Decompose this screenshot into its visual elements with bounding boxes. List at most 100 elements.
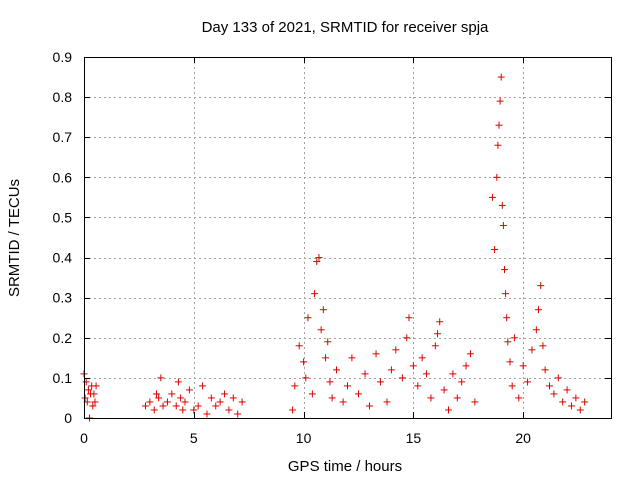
data-point (238, 398, 246, 406)
x-axis-label: GPS time / hours (288, 458, 402, 475)
data-point (458, 378, 466, 386)
data-point (405, 314, 413, 322)
data-point (82, 378, 90, 386)
data-point (387, 366, 395, 374)
data-point (431, 342, 439, 350)
data-point (499, 221, 507, 229)
data-point (225, 406, 233, 414)
data-point (502, 290, 510, 298)
data-point (488, 193, 496, 201)
data-point (383, 398, 391, 406)
x-tick-label: 0 (80, 430, 88, 446)
y-tick-labels: 0 0.1 0.2 0.3 0.4 0.5 0.6 0.7 0.8 0.9 (53, 49, 73, 426)
data-points (80, 73, 589, 422)
grid-lines (84, 57, 611, 418)
data-point (311, 290, 319, 298)
data-point (146, 398, 154, 406)
data-point (449, 370, 457, 378)
data-point (398, 374, 406, 382)
data-point (372, 350, 380, 358)
data-point (177, 394, 185, 402)
data-point (159, 402, 167, 410)
x-tick-label: 20 (515, 430, 531, 446)
data-point (414, 382, 422, 390)
data-point (550, 390, 558, 398)
data-point (491, 246, 499, 254)
data-point (440, 386, 448, 394)
data-point (572, 394, 580, 402)
data-point (302, 374, 310, 382)
data-point (155, 394, 163, 402)
data-point (295, 342, 303, 350)
data-point (174, 378, 182, 386)
data-point (89, 402, 97, 410)
data-point (216, 398, 224, 406)
data-point (471, 398, 479, 406)
data-point (212, 402, 220, 410)
data-point (462, 362, 470, 370)
data-point (494, 141, 502, 149)
data-point (81, 394, 89, 402)
data-point (445, 406, 453, 414)
data-point (168, 390, 176, 398)
axis-ticks (84, 57, 611, 419)
data-point (427, 394, 435, 402)
data-point (190, 406, 198, 414)
data-point (150, 406, 158, 414)
data-point (376, 378, 384, 386)
data-point (497, 73, 505, 81)
data-point (289, 406, 297, 414)
data-point (392, 346, 400, 354)
data-point (493, 173, 501, 181)
data-point (541, 366, 549, 374)
x-tick-label: 15 (406, 430, 422, 446)
data-point (501, 266, 509, 274)
data-point (423, 370, 431, 378)
data-point (84, 386, 92, 394)
data-point (319, 306, 327, 314)
data-point (495, 121, 503, 129)
data-point (141, 402, 149, 410)
data-point (581, 398, 589, 406)
data-point (324, 338, 332, 346)
data-point (519, 362, 527, 370)
data-point (172, 402, 180, 410)
plot-frame (84, 57, 612, 419)
data-point (546, 382, 554, 390)
data-point (496, 97, 504, 105)
data-point (194, 402, 202, 410)
data-point (207, 394, 215, 402)
data-point (503, 314, 511, 322)
x-tick-label: 5 (190, 430, 198, 446)
y-tick-label: 0.4 (53, 250, 73, 266)
data-point (365, 402, 373, 410)
data-point (508, 382, 516, 390)
y-tick-label: 0.6 (53, 169, 73, 185)
data-point (504, 338, 512, 346)
data-point (403, 334, 411, 342)
data-point (90, 390, 98, 398)
data-point (576, 406, 584, 414)
data-point (528, 346, 536, 354)
data-point (554, 374, 562, 382)
data-point (354, 390, 362, 398)
y-tick-label: 0 (64, 410, 72, 426)
data-point (506, 358, 514, 366)
y-tick-label: 0.1 (53, 370, 73, 386)
data-point (539, 342, 547, 350)
data-point (532, 326, 540, 334)
data-point (163, 398, 171, 406)
data-point (418, 354, 426, 362)
data-point (436, 318, 444, 326)
data-point (328, 394, 336, 402)
data-point (315, 254, 323, 262)
y-tick-label: 0.8 (53, 89, 73, 105)
y-tick-label: 0.9 (53, 49, 73, 65)
data-point (291, 382, 299, 390)
data-point (229, 394, 237, 402)
data-point (185, 386, 193, 394)
data-point (199, 382, 207, 390)
data-point (466, 350, 474, 358)
y-tick-label: 0.5 (53, 209, 73, 225)
